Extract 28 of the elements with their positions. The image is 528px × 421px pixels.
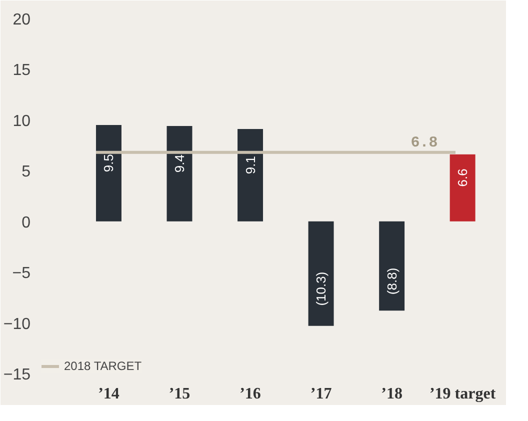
y-tick-label: −10 xyxy=(3,316,31,333)
x-tick-label: ’16 xyxy=(240,386,261,402)
y-tick-label: −5 xyxy=(12,265,31,282)
bar xyxy=(166,126,192,222)
data-label: 9.4 xyxy=(172,154,187,173)
y-tick-label: 15 xyxy=(12,62,31,80)
data-label: (10.3) xyxy=(314,272,329,306)
x-tick-label: ’17 xyxy=(310,386,332,402)
data-label: 9.1 xyxy=(242,156,258,174)
y-tick-label: 5 xyxy=(22,164,31,181)
bar xyxy=(379,221,405,311)
bar xyxy=(238,129,264,222)
data-label: 9.5 xyxy=(101,154,116,172)
x-tick-label: ’18 xyxy=(381,386,402,402)
data-label: (8.8) xyxy=(384,268,400,295)
bar xyxy=(450,154,476,222)
y-tick-label: 20 xyxy=(12,12,31,28)
y-tick-label: 0 xyxy=(22,214,31,232)
x-tick-label: ’14 xyxy=(98,386,120,402)
y-tick-label: −15 xyxy=(3,366,31,384)
y-tick-label: 10 xyxy=(12,112,31,130)
bar xyxy=(96,125,122,222)
annotation: 6.8 xyxy=(410,134,438,152)
x-tick-label: ’15 xyxy=(168,386,190,402)
data-label: 6.6 xyxy=(455,168,470,187)
legend-label: 2018 TARGET xyxy=(64,359,142,373)
x-tick-label: ’19 target xyxy=(429,386,496,402)
bar xyxy=(308,221,334,326)
